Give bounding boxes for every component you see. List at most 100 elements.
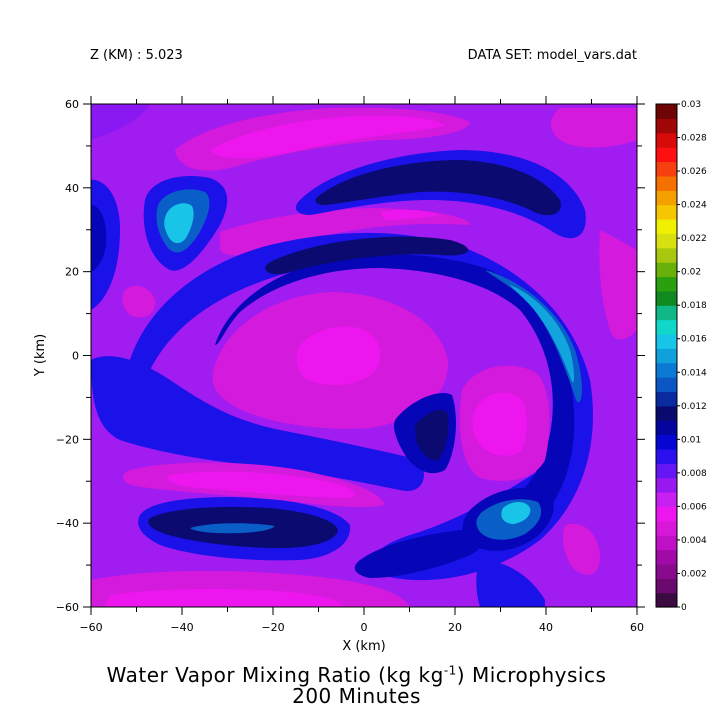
chart-title: Water Vapor Mixing Ratio (kg kg-1) Micro… (0, 663, 713, 687)
y-tick-label: 60 (65, 98, 79, 111)
colorbar-swatch (656, 578, 677, 594)
colorbar-swatch (656, 377, 677, 393)
field-region-center-oval-core (296, 326, 381, 386)
colorbar-tick-label: 0.022 (681, 234, 707, 244)
y-tick-label: 40 (65, 182, 79, 195)
colorbar-tick-label: 0.012 (681, 402, 707, 412)
dataset-label: DATA SET: model_vars.dat (467, 48, 637, 63)
colorbar-swatch (656, 463, 677, 479)
colorbar-swatch (656, 405, 677, 421)
x-tick-label: −20 (261, 621, 284, 634)
colorbar-tick-label: 0.008 (681, 469, 707, 479)
field-region-bottom-right-magenta (563, 523, 600, 575)
y-tick-label: 0 (72, 350, 79, 363)
colorbar-swatch (656, 477, 677, 493)
colorbar-tick-label: 0.014 (681, 368, 707, 378)
colorbar-swatch (656, 592, 677, 608)
x-tick-label: 40 (539, 621, 553, 634)
colorbar-swatch (656, 448, 677, 464)
x-tick-label: 20 (448, 621, 462, 634)
colorbar-swatch (656, 218, 677, 234)
field-region-bottom-tail (476, 560, 545, 607)
colorbar-tick-label: 0.006 (681, 502, 707, 512)
colorbar-swatch (656, 391, 677, 407)
level-label: Z (KM) : 5.023 (90, 48, 183, 63)
colorbar-swatch (656, 319, 677, 335)
field-region-mid-navy-core (415, 409, 449, 461)
colorbar-tick-label: 0.028 (681, 134, 707, 144)
colorbar-swatch (656, 132, 677, 148)
y-tick-label: −40 (56, 517, 79, 530)
x-tick-label: −60 (79, 621, 102, 634)
field-region-magenta-right (599, 230, 637, 340)
colorbar-tick-label: 0.002 (681, 569, 707, 579)
field-region-cyan-arc-light (510, 285, 575, 383)
colorbar-swatch (656, 175, 677, 191)
contour-field (91, 104, 637, 607)
colorbar-tick-label: 0 (681, 603, 687, 613)
y-tick-label: −20 (56, 433, 79, 446)
colorbar-swatch (656, 549, 677, 565)
colorbar-swatch (656, 247, 677, 263)
colorbar: 0 0.002 0.004 0.006 0.008 0.01 0.012 0.014 0.016… (655, 100, 707, 613)
field-region-bottom-magenta-core (105, 588, 345, 607)
x-axis: −60 −40 −20 0 20 40 60 (79, 96, 644, 634)
y-tick-label: 20 (65, 266, 79, 279)
y-tick-label: −60 (56, 601, 79, 614)
colorbar-swatch (656, 563, 677, 579)
colorbar-swatch (656, 305, 677, 321)
chart-subtitle: 200 Minutes (292, 684, 421, 708)
colorbar-swatch (656, 118, 677, 134)
colorbar-tick-label: 0.03 (681, 100, 701, 110)
field-region-lowerright-blob-core (501, 502, 531, 524)
chart-title-suffix: ) Microphysics (456, 663, 607, 687)
colorbar-frame (655, 103, 678, 608)
colorbar-swatch (656, 520, 677, 536)
field-region-left-column-navy (91, 205, 107, 272)
colorbar-swatch (656, 492, 677, 507)
colorbar-swatch (656, 434, 677, 450)
colorbar-tick-label: 0.01 (681, 435, 701, 445)
field-region-magenta-pink-upper (380, 209, 440, 220)
field-region-lower-magenta-core (167, 471, 355, 498)
x-axis-title: X (km) (342, 639, 385, 654)
colorbar-swatch (656, 420, 677, 436)
x-tick-label: −40 (170, 621, 193, 634)
colorbar-swatch (656, 362, 677, 378)
colorbar-swatch (656, 233, 677, 249)
chart-title-prefix: Water Vapor Mixing Ratio (kg kg (106, 663, 444, 687)
colorbar-tick-label: 0.026 (681, 167, 707, 177)
field-region-magenta-topright (551, 108, 637, 148)
colorbar-tick-label: 0.016 (681, 335, 707, 345)
field-region-magenta-top-inner (210, 115, 445, 159)
colorbar-swatch (656, 535, 677, 551)
colorbar-tick-label: 0.004 (681, 536, 707, 546)
colorbar-swatch (656, 190, 677, 206)
colorbar-swatch (656, 506, 677, 522)
colorbar-swatch (656, 290, 677, 306)
colorbar-swatch (656, 262, 677, 278)
field-region-upper-band-navy (315, 160, 561, 216)
colorbar-swatch (656, 333, 677, 349)
colorbar-tick-label: 0.02 (681, 268, 701, 278)
field-region-topleft-blob-core (164, 203, 194, 244)
colorbar-swatch (656, 276, 677, 292)
field-region-violet-topleft (91, 104, 150, 140)
y-axis-title: Y (km) (33, 334, 48, 377)
field-region-left-lower (91, 356, 424, 491)
y-axis: −60 −40 −20 0 20 40 60 (56, 98, 645, 614)
chart-title-exponent: -1 (443, 663, 457, 678)
colorbar-swatch (656, 147, 677, 163)
colorbar-tick-label: 0.024 (681, 201, 707, 211)
colorbar-swatch (656, 104, 677, 119)
x-tick-label: 60 (630, 621, 644, 634)
colorbar-swatch (656, 161, 677, 177)
field-region-lower-band-teal (190, 523, 275, 534)
colorbar-tick-label: 0.018 (681, 301, 707, 311)
colorbar-swatch (656, 348, 677, 364)
field-region-spiral-core (265, 236, 469, 275)
x-tick-label: 0 (361, 621, 368, 634)
field-region-bottom-spur (354, 530, 484, 578)
field-region-left-magenta-patch (122, 285, 156, 318)
